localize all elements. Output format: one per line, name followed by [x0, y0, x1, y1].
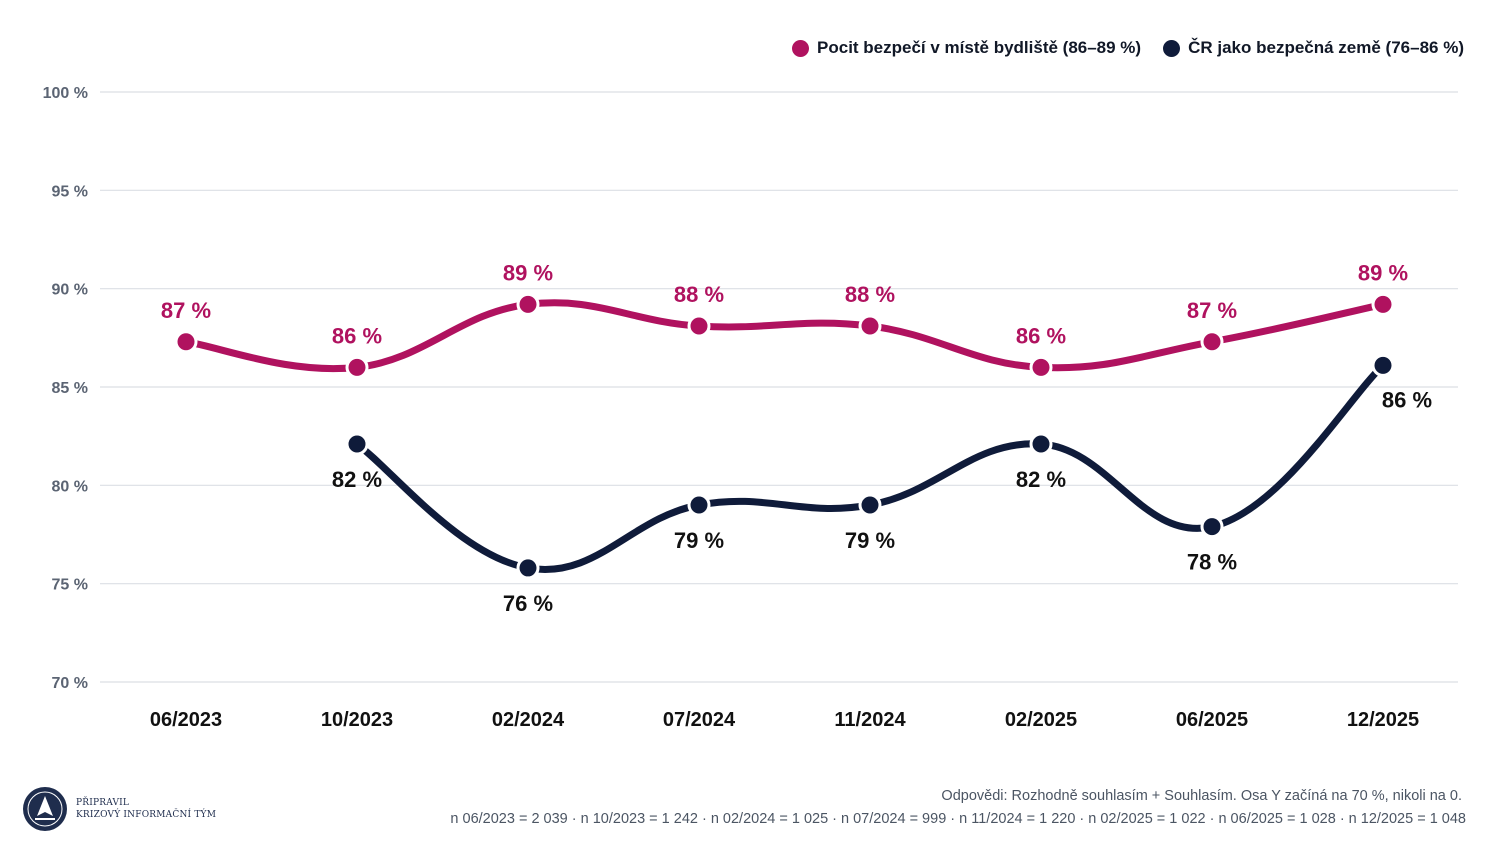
data-label-s1-2: 76 % — [503, 591, 553, 616]
data-label-s1-5: 82 % — [1016, 467, 1066, 492]
data-label-s0-1: 86 % — [332, 323, 382, 348]
legend-dot-country-safety — [1163, 39, 1181, 57]
data-point-s0-2 — [516, 292, 540, 316]
x-tick-label-06-2025: 06/2025 — [1176, 709, 1248, 731]
footer-note: Odpovědi: Rozhodně souhlasím + Souhlasím… — [941, 788, 1462, 804]
y-tick-label-80: 80 % — [52, 478, 88, 495]
emblem-icon — [23, 787, 67, 831]
x-tick-label-10-2023: 10/2023 — [321, 709, 393, 731]
legend-item-country-safety: ČR jako bezpečná země (76–86 %) — [1163, 38, 1464, 58]
x-tick-label-02-2024: 02/2024 — [492, 709, 565, 731]
x-tick-label-02-2025: 02/2025 — [1005, 709, 1077, 731]
data-label-s0-5: 86 % — [1016, 323, 1066, 348]
x-tick-label-11-2024: 11/2024 — [834, 709, 906, 731]
data-label-s0-3: 88 % — [674, 282, 724, 307]
data-point-s0-3 — [687, 314, 711, 338]
data-point-s1-3 — [687, 493, 711, 517]
data-label-s1-1: 82 % — [332, 467, 382, 492]
data-point-s0-4 — [858, 314, 882, 338]
data-point-s1-5 — [1029, 432, 1053, 456]
data-point-s0-0 — [174, 330, 198, 354]
y-tick-label-70: 70 % — [52, 675, 88, 692]
y-tick-label-85: 85 % — [52, 380, 88, 397]
legend: Pocit bezpečí v místě bydliště (86–89 %)… — [792, 38, 1464, 58]
series-line-0 — [182, 299, 1387, 373]
x-tick-label-06-2023: 06/2023 — [150, 709, 222, 731]
footer-samples: n 06/2023 = 2 039 · n 10/2023 = 1 242 · … — [450, 811, 1466, 827]
data-point-s1-7 — [1371, 353, 1395, 377]
x-tick-label-12-2025: 12/2025 — [1347, 709, 1419, 731]
logo-line-1: PŘIPRAVIL — [76, 798, 130, 808]
data-label-s1-3: 79 % — [674, 528, 724, 553]
data-label-s0-4: 88 % — [845, 282, 895, 307]
data-label-s0-2: 89 % — [503, 260, 553, 285]
y-tick-label-100: 100 % — [43, 85, 88, 102]
data-label-s0-0: 87 % — [161, 298, 211, 323]
legend-label-country-safety: ČR jako bezpečná země (76–86 %) — [1188, 38, 1464, 57]
y-tick-label-90: 90 % — [52, 282, 88, 299]
data-label-s0-6: 87 % — [1187, 298, 1237, 323]
data-point-s0-7 — [1371, 292, 1395, 316]
data-label-s1-7: 86 % — [1382, 387, 1432, 412]
line-chart: 70 % 75 % 80 % 85 % 90 % 95 % 100 % 06/2023 10/2… — [43, 85, 1458, 731]
data-point-s0-5 — [1029, 355, 1053, 379]
data-label-s0-7: 89 % — [1358, 260, 1408, 285]
legend-dot-home-safety — [792, 39, 810, 57]
data-point-s0-6 — [1200, 330, 1224, 354]
data-point-s1-2 — [516, 556, 540, 580]
logo: PŘIPRAVIL KRIZOVÝ INFORMAČNÍ TÝM — [22, 786, 216, 832]
data-label-s1-6: 78 % — [1187, 550, 1237, 575]
data-label-s1-4: 79 % — [845, 528, 895, 553]
data-point-s0-1 — [345, 355, 369, 379]
y-tick-label-95: 95 % — [52, 183, 88, 200]
y-tick-label-75: 75 % — [52, 577, 88, 594]
logo-line-2: KRIZOVÝ INFORMAČNÍ TÝM — [76, 810, 217, 820]
x-tick-label-07-2024: 07/2024 — [663, 709, 736, 731]
data-point-s1-4 — [858, 493, 882, 517]
data-point-s1-6 — [1200, 515, 1224, 539]
legend-item-home-safety: Pocit bezpečí v místě bydliště (86–89 %) — [792, 38, 1141, 58]
legend-label-home-safety: Pocit bezpečí v místě bydliště (86–89 %) — [817, 38, 1142, 57]
data-point-s1-1 — [345, 432, 369, 456]
